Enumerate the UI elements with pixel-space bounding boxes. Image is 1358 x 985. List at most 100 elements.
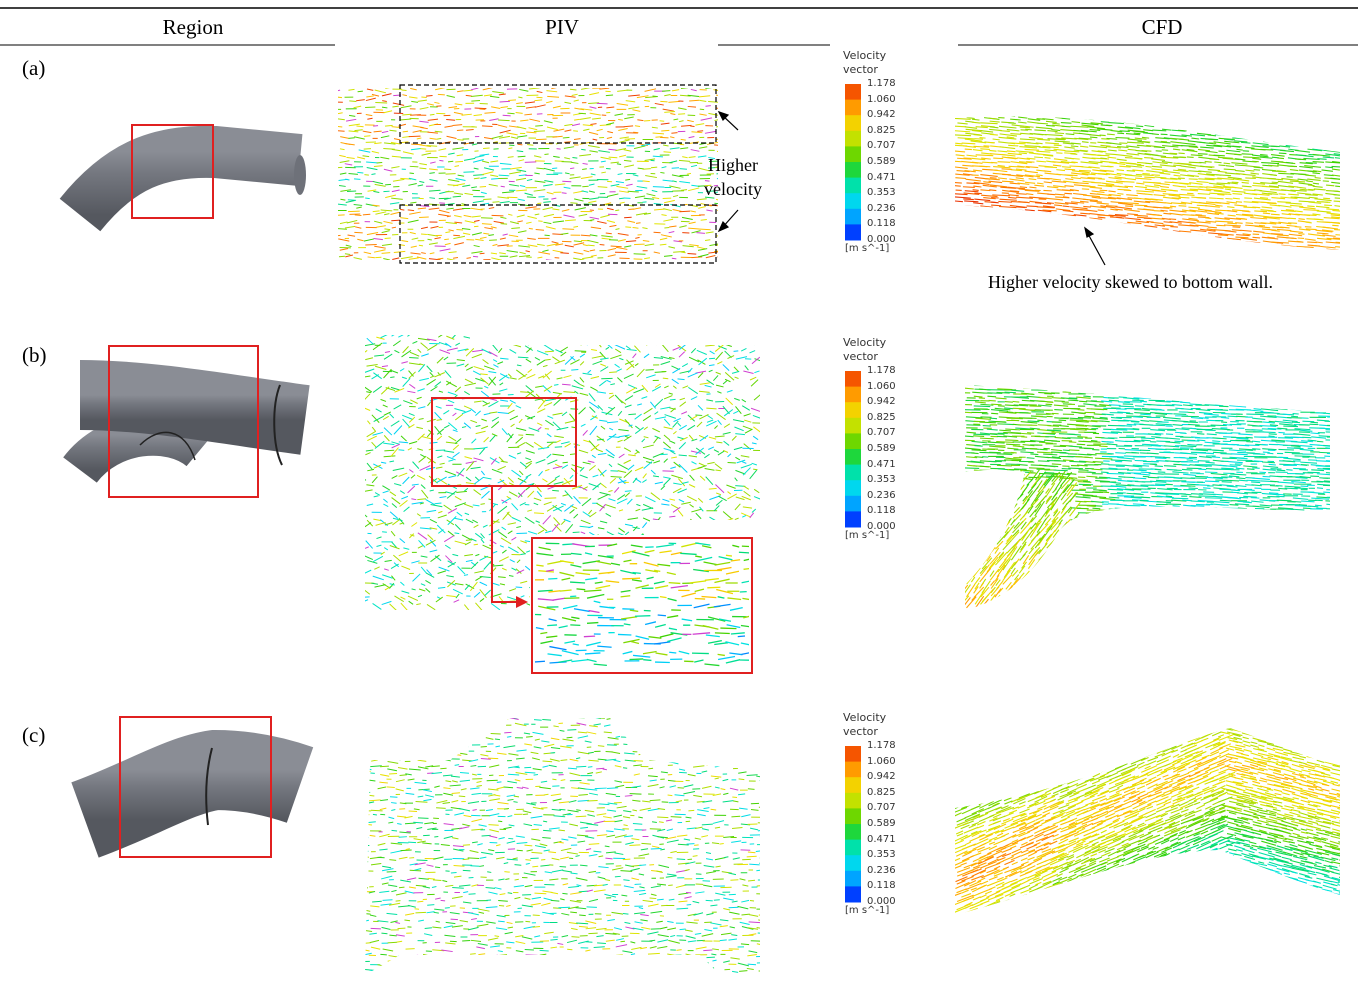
vector [412,238,419,239]
vector [616,186,628,188]
vector [475,239,483,240]
vector [651,886,661,888]
vector [553,413,563,415]
vector [589,93,599,95]
vector [371,760,378,761]
vector [451,776,460,777]
vector [547,416,553,419]
vector [973,190,979,191]
vector [581,520,591,524]
vector [382,486,390,490]
vector [465,457,472,459]
vector [430,376,434,378]
vector [545,359,551,360]
vector [391,167,399,168]
vector [648,962,654,963]
vector [664,419,670,425]
vector [1135,138,1147,139]
vector [1117,159,1127,160]
vector [734,367,739,372]
vector [515,879,519,880]
vector [560,867,567,868]
vector [761,755,766,756]
vector [711,776,721,777]
vector [1125,182,1134,183]
vector [579,926,588,927]
vector [360,862,369,864]
vector [681,412,687,414]
vector [972,119,979,120]
vector [993,167,1010,168]
vector [1313,161,1324,162]
vector [1107,134,1115,135]
vector [1160,173,1171,174]
vector [736,524,741,527]
vector [1045,167,1057,168]
vector [735,470,745,474]
vector [401,240,408,241]
vector [498,506,507,513]
vector [465,364,469,367]
vector [567,949,572,950]
vector [382,883,389,884]
vector [430,442,438,443]
vector [706,852,711,853]
vector [644,427,648,430]
vector [681,125,691,126]
vector [1196,110,1204,111]
vector [962,111,972,112]
vector [631,878,639,880]
vector [750,470,757,479]
vector [717,210,725,211]
vector [553,250,564,252]
vector [1126,154,1139,155]
vector [470,954,476,955]
vector [399,473,408,476]
vector [1225,118,1234,119]
vector [399,442,408,443]
vector [453,196,461,197]
vector [364,136,370,137]
vector [702,786,711,788]
vector [375,90,386,93]
vector [1089,114,1099,115]
vector [696,233,704,234]
vector [1084,109,1099,111]
vector [610,478,616,483]
vector [717,362,722,364]
vector [715,766,720,767]
vector [409,212,421,214]
vector [383,504,388,507]
vector [508,214,512,215]
vector [455,161,463,162]
vector [418,100,427,101]
vector [570,168,574,169]
vector [712,949,719,950]
vector [416,722,427,724]
vector [369,780,375,781]
vector [1326,185,1334,186]
vector [354,258,362,260]
vector [382,101,387,102]
vector [1065,169,1076,170]
vector [1191,138,1199,139]
vector [1260,139,1271,140]
vector [694,716,700,717]
vector [1144,177,1155,178]
vector [751,380,758,387]
vector [508,893,512,894]
vector [1324,113,1339,114]
vector [678,788,684,789]
vector [408,220,419,222]
vector [580,827,588,828]
vector [367,560,377,563]
vector [365,244,376,245]
vector [419,168,426,169]
vector [336,90,340,91]
vector [687,173,691,174]
vector [526,107,536,108]
vector [576,923,588,924]
vector [672,127,677,128]
vector [585,810,594,811]
vector [496,971,500,972]
